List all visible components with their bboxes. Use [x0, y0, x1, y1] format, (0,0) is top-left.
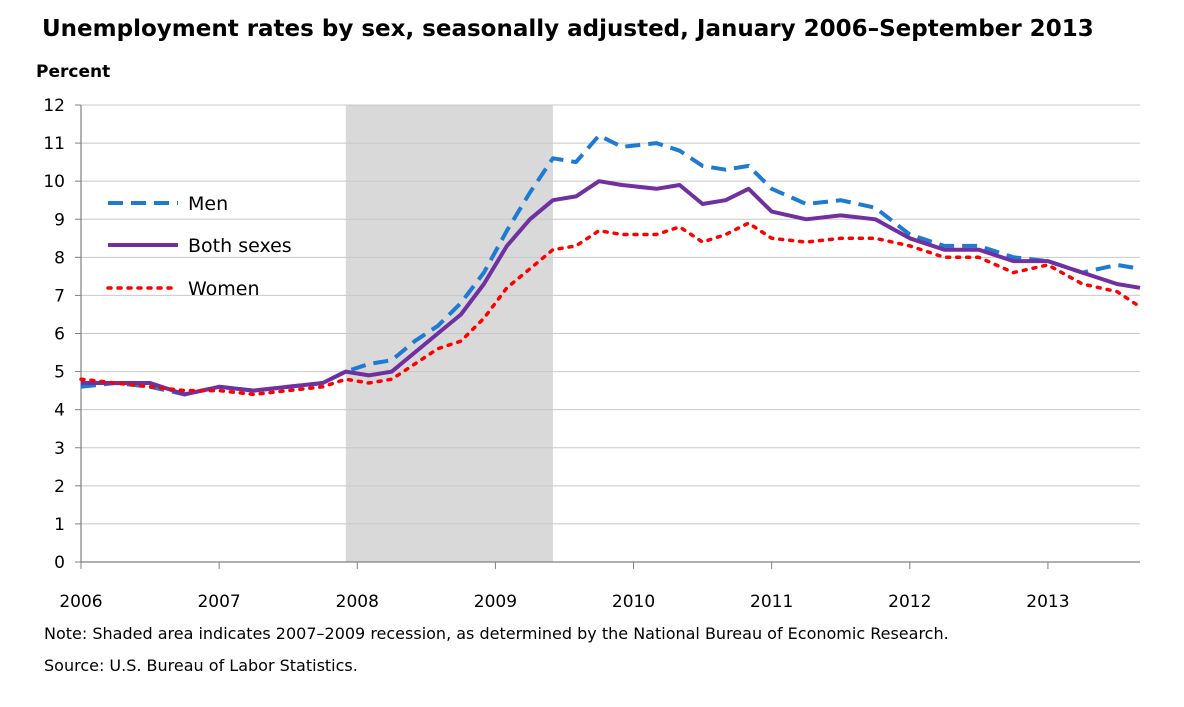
gridlines: [81, 104, 1140, 525]
y-tick-label: 1: [54, 515, 65, 535]
chart-source: Source: U.S. Bureau of Labor Statistics.: [44, 656, 358, 675]
legend-label: Both sexes: [188, 235, 292, 257]
y-tick-label: 5: [54, 363, 65, 383]
series-line-men: [80, 133, 1141, 397]
x-tick-label: 2010: [612, 592, 655, 612]
x-tick-label: 2007: [197, 592, 240, 612]
series-line-both-sexes: [81, 179, 1141, 397]
x-tick-label: 2012: [888, 592, 931, 612]
x-tick-label: 2013: [1026, 592, 1069, 612]
y-axis-unit-label: Percent: [36, 62, 111, 82]
y-tick-label: 3: [54, 439, 65, 459]
chart-note: Note: Shaded area indicates 2007–2009 re…: [44, 624, 949, 643]
legend: Men Both sexes Women: [106, 193, 292, 300]
y-tick-label: 2: [54, 477, 65, 497]
chart-title: Unemployment rates by sex, seasonally ad…: [42, 16, 1094, 42]
series-lines: [79, 133, 1142, 397]
x-tick-label: 2006: [59, 592, 102, 612]
x-tick-label: 2011: [750, 592, 793, 612]
y-tick-label: 6: [54, 325, 65, 345]
series-line-women: [79, 221, 1142, 397]
y-tick-label: 0: [54, 553, 65, 573]
y-tick-label: 12: [43, 96, 65, 116]
x-tick-label: 2008: [336, 592, 379, 612]
y-tick-label: 4: [54, 401, 65, 421]
y-tick-label: 8: [54, 248, 65, 268]
y-tick-label: 9: [54, 210, 65, 230]
legend-label: Men: [188, 193, 228, 215]
y-tick-label: 11: [43, 134, 65, 154]
y-tick-label: 7: [54, 286, 65, 306]
x-tick-label: 2009: [474, 592, 517, 612]
legend-label: Women: [188, 278, 260, 300]
y-tick-label: 10: [43, 172, 65, 192]
